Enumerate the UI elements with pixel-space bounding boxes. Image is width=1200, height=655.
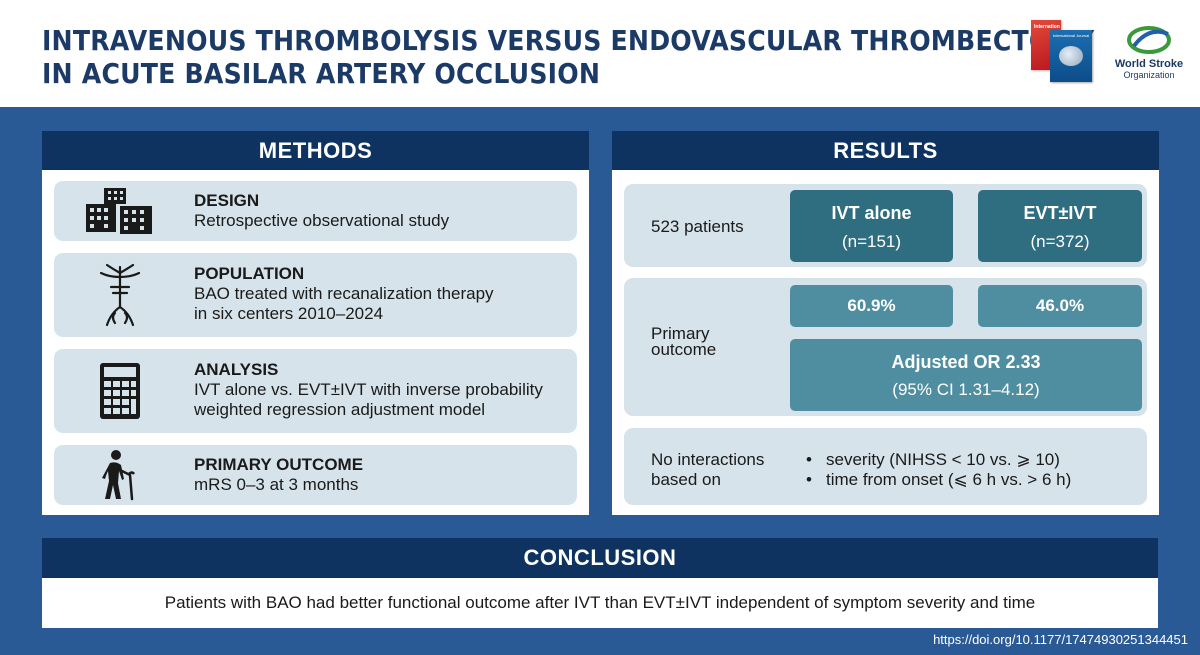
title-line-1: INTRAVENOUS THROMBOLYSIS VERSUS ENDOVASC…	[42, 24, 1095, 57]
methods-header: METHODS	[42, 131, 589, 170]
journal-cover-title-2: International Journal of Stroke	[1053, 33, 1089, 38]
doi-link[interactable]: https://doi.org/10.1177/1747493025134445…	[933, 632, 1188, 647]
analysis-body-line-1: IVT alone vs. EVT±IVT with inverse proba…	[194, 380, 543, 399]
odds-ratio-box: Adjusted OR 2.33 (95% CI 1.31–4.12)	[790, 339, 1142, 411]
methods-card-primary-outcome: PRIMARY OUTCOME mRS 0–3 at 3 months	[54, 445, 577, 505]
interactions-list: • severity (NIHSS < 10 vs. ⩾ 10) • time fr…	[806, 450, 1071, 490]
methods-card-population: POPULATION BAO treated with recanalizati…	[54, 253, 577, 337]
design-body-line-1: Retrospective observational study	[194, 211, 450, 230]
brain-image	[1059, 46, 1083, 66]
primary-outcome-heading: PRIMARY OUTCOME	[194, 455, 364, 474]
methods-card-design: DESIGN Retrospective observational study	[54, 181, 577, 241]
org-subname: Organization	[1123, 70, 1175, 80]
interactions-label: No interactions based on	[651, 450, 764, 490]
interaction-item-text: severity (NIHSS < 10 vs. ⩾ 10)	[826, 450, 1060, 469]
world-stroke-organization-logo: World Stroke Organization	[1104, 22, 1194, 88]
methods-card-analysis: ANALYSIS IVT alone vs. EVT±IVT with inve…	[54, 349, 577, 433]
group-name-evt: EVT±IVT	[1023, 203, 1097, 223]
results-section: RESULTS 523 patients IVT alone (n=151) E…	[612, 131, 1159, 515]
analysis-body-line-2: weighted regression adjustment model	[194, 400, 486, 419]
hospital-buildings-icon	[80, 181, 160, 241]
interaction-item-text: time from onset (⩽ 6 h vs. > 6 h)	[826, 470, 1072, 489]
confidence-interval: (95% CI 1.31–4.12)	[892, 380, 1040, 399]
group-n-ivt: (n=151)	[841, 232, 902, 251]
group-box-ivt: IVT alone (n=151)	[790, 190, 953, 262]
design-heading: DESIGN	[194, 191, 260, 210]
results-card-primary-outcome: Primary outcome 60.9% 46.0% Adjusted OR …	[624, 278, 1147, 416]
conclusion-header: CONCLUSION	[42, 538, 1158, 578]
results-header: RESULTS	[612, 131, 1159, 170]
interactions-label-line-1: No interactions	[651, 450, 765, 469]
group-n-evt: (n=372)	[1030, 232, 1090, 251]
rate-ivt: 60.9%	[790, 285, 953, 327]
population-text: POPULATION BAO treated with recanalizati…	[194, 264, 494, 324]
title-line-2: IN ACUTE BASILAR ARTERY OCCLUSION	[42, 57, 601, 90]
page-title: INTRAVENOUS THROMBOLYSIS VERSUS ENDOVASC…	[42, 24, 1095, 90]
conclusion-text: Patients with BAO had better functional …	[42, 578, 1158, 628]
wso-swirl-icon	[1127, 26, 1171, 54]
rate-evt: 46.0%	[978, 285, 1142, 327]
design-text: DESIGN Retrospective observational study	[194, 191, 449, 231]
population-body-line-2: in six centers 2010–2024	[194, 304, 384, 323]
primary-outcome-body-line-1: mRS 0–3 at 3 months	[194, 475, 359, 494]
group-box-evt: EVT±IVT (n=372)	[978, 190, 1142, 262]
org-name: World Stroke	[1114, 58, 1184, 70]
odds-ratio: Adjusted OR 2.33	[891, 352, 1041, 372]
calculator-icon	[80, 349, 160, 433]
artery-icon	[80, 253, 160, 337]
methods-section: METHODS DESIGN Retr	[42, 131, 589, 515]
group-name-ivt: IVT alone	[831, 203, 912, 223]
primary-outcome-label-line-1: Primary	[651, 324, 710, 343]
primary-outcome-label: Primary outcome	[651, 324, 716, 359]
journal-cover-title: International Journal of Stroke	[1034, 24, 1060, 30]
primary-outcome-text: PRIMARY OUTCOME mRS 0–3 at 3 months	[194, 455, 363, 495]
population-body-line-1: BAO treated with recanalization therapy	[194, 284, 494, 303]
results-card-interactions: No interactions based on • severity (NIHS…	[624, 428, 1147, 505]
journal-cover-blue: International Journal of Stroke	[1050, 30, 1092, 82]
analysis-text: ANALYSIS IVT alone vs. EVT±IVT with inve…	[194, 360, 543, 420]
interactions-label-line-2: based on	[651, 470, 721, 489]
elderly-person-cane-icon	[80, 445, 160, 505]
interaction-item: • time from onset (⩽ 6 h vs. > 6 h)	[806, 470, 1072, 489]
patients-count: 523 patients	[651, 217, 744, 236]
population-heading: POPULATION	[194, 264, 305, 283]
interaction-item: • severity (NIHSS < 10 vs. ⩾ 10)	[806, 450, 1060, 469]
analysis-heading: ANALYSIS	[194, 360, 279, 379]
results-card-patients: 523 patients IVT alone (n=151) EVT±IVT (…	[624, 184, 1147, 267]
primary-outcome-label-line-2: outcome	[651, 340, 717, 359]
